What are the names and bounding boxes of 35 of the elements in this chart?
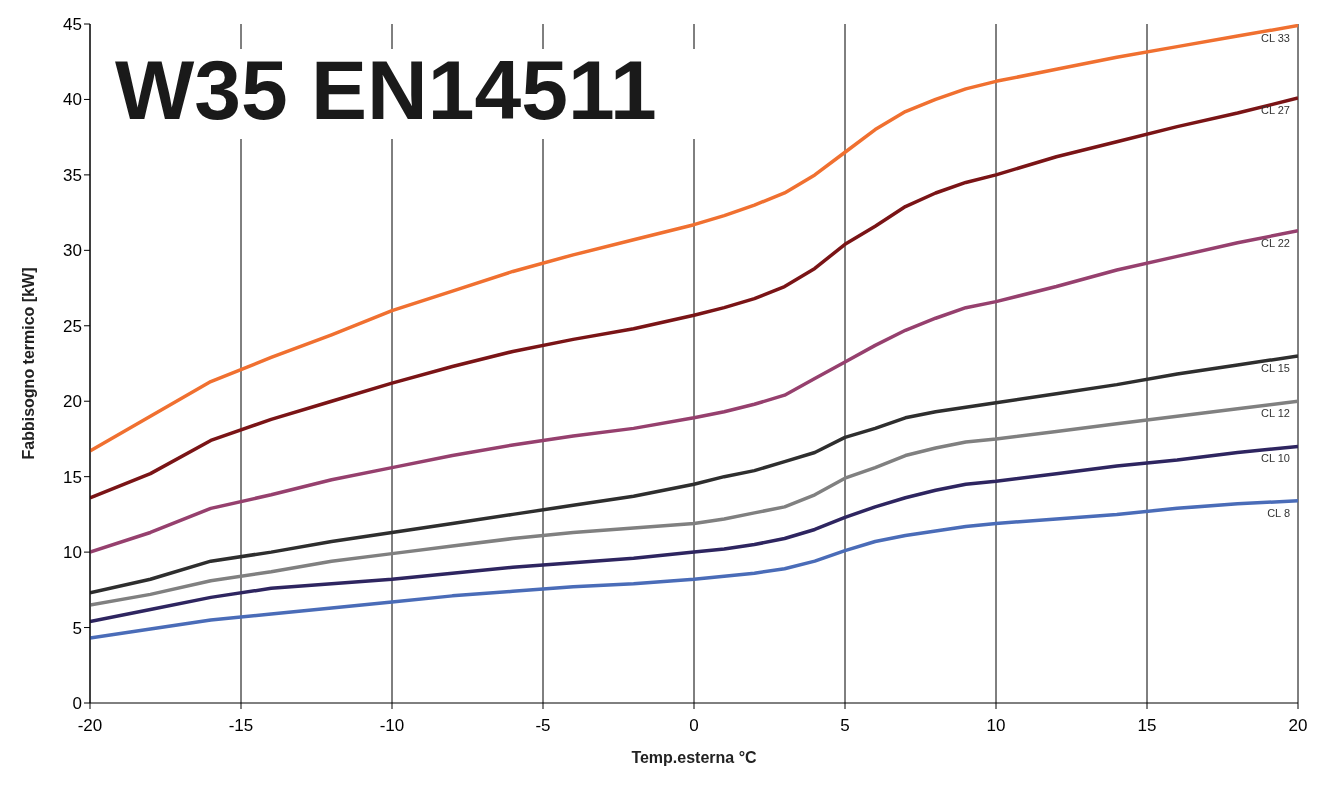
y-tick-label: 45 (63, 15, 82, 35)
x-tick-label: 15 (1137, 716, 1157, 736)
x-tick-label: 10 (986, 716, 1006, 736)
y-tick-label: 35 (63, 165, 82, 185)
x-tick-label: -10 (379, 716, 405, 736)
line-series (90, 354, 1298, 595)
chart-title: W35 EN14511 (115, 43, 657, 137)
x-tick-label: 5 (840, 716, 850, 736)
x-tick-label: -15 (228, 716, 254, 736)
series-label: CL 10 (1261, 452, 1290, 465)
y-tick-label: 15 (63, 467, 82, 487)
y-tick-label: 40 (63, 90, 82, 110)
series-label: CL 15 (1261, 361, 1290, 374)
line-series (90, 399, 1298, 607)
y-tick-label: 0 (72, 694, 82, 714)
x-tick-label: 0 (689, 716, 699, 736)
x-tick-label: -20 (77, 716, 103, 736)
y-tick-label: 30 (63, 241, 82, 261)
x-tick-label: 20 (1288, 716, 1308, 736)
series-label: CL 22 (1261, 236, 1290, 249)
line-series (90, 228, 1298, 554)
x-axis-title: Temp.esterna °C (631, 749, 758, 766)
y-axis-title: Fabbisogno termico [kW] (19, 267, 37, 460)
series-label: CL 33 (1261, 31, 1290, 44)
series-label: CL 27 (1261, 103, 1290, 116)
line-series (90, 444, 1298, 624)
y-tick-label: 5 (72, 618, 82, 638)
y-tick-label: 20 (63, 392, 82, 412)
line-series (90, 499, 1298, 640)
series-label: CL 8 (1267, 506, 1290, 519)
y-tick-label: 25 (63, 316, 82, 336)
series-label: CL 12 (1261, 407, 1290, 420)
x-tick-label: -5 (535, 716, 551, 736)
y-tick-label: 10 (63, 543, 82, 563)
line-series (90, 24, 1298, 453)
